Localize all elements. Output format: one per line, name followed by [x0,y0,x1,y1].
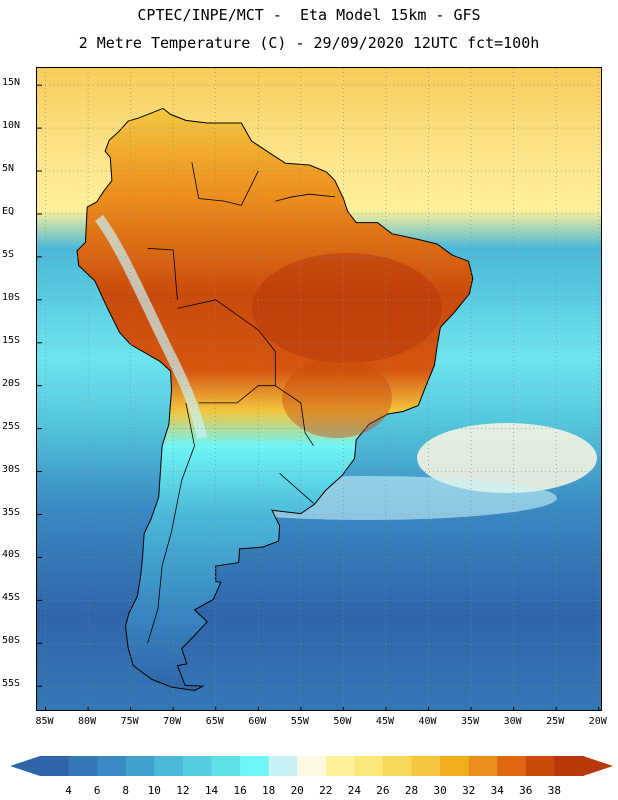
andes-cool-band [95,214,207,439]
colorbar-swatch [97,756,127,776]
colorbar-swatch [125,756,155,776]
lat-tick-label: 15N [2,77,21,89]
lon-tick-label: 60W [248,716,267,727]
colorbar-value-label: 18 [261,784,276,797]
colorbar-swatch [354,756,384,776]
lat-tick-label: 5N [2,163,15,175]
lat-tick-label: EQ [2,205,15,217]
lon-tick-label: 25W [546,716,565,727]
colorbar-swatch [554,756,584,776]
colorbar-value-label: 36 [519,784,533,797]
lat-tick-label: 15S [2,334,21,346]
colorbar-value-label: 12 [176,784,190,797]
colorbar-swatch [497,756,527,776]
lat-tick-label: 45S [2,592,21,604]
lon-tick-label: 65W [205,716,224,727]
border-line [198,385,276,404]
colorbar-value-label: 38 [547,784,562,797]
colorbar-value-label: 10 [147,784,161,797]
colorbar-swatch [240,756,270,776]
lat-tick-label: 30S [2,463,21,475]
colorbar-swatch [182,756,212,776]
colorbar-swatch [411,756,441,776]
temperature-map [36,67,602,711]
colorbar-value-label: 22 [319,784,333,797]
border-line [147,247,178,300]
colorbar-value-label: 30 [433,784,447,797]
colorbar-value-label: 6 [93,784,101,797]
lon-tick-label: 35W [461,716,480,727]
colorbar-min-arrow [10,756,40,776]
colorbar-value-label: 26 [376,784,390,797]
colorbar-value-label: 32 [462,784,476,797]
colorbar-swatch [525,756,555,776]
temperature-colorbar [10,756,613,776]
map-title-line-2: 2 Metre Temperature (C) - 29/09/2020 12U… [78,34,540,52]
lat-tick-label: 40S [2,549,21,561]
colorbar-swatch [297,756,327,776]
colorbar-swatch [325,756,355,776]
colorbar-value-label: 34 [490,784,504,797]
lat-lon-grid [37,68,601,710]
lon-tick-label: 85W [35,716,54,727]
colorbar-swatch [211,756,241,776]
colorbar-value-label: 14 [204,784,219,797]
lon-tick-label: 80W [78,716,97,727]
hot-core-brazil [252,253,442,363]
lat-tick-label: 5S [2,248,15,260]
colorbar-value-label: 28 [404,784,419,797]
border-line [279,473,314,504]
lat-tick-label: 10S [2,291,21,303]
lon-tick-label: 50W [333,716,352,727]
colorbar-value-label: 4 [65,784,72,797]
lon-tick-label: 45W [375,716,394,727]
south-america-landmass [76,107,474,692]
colorbar-value-label: 8 [122,784,129,797]
colorbar-swatch [68,756,98,776]
lat-tick-label: 35S [2,506,21,518]
colorbar-swatch [468,756,498,776]
colorbar-max-arrow [583,756,613,776]
map-title-line-1: CPTEC/INPE/MCT - Eta Model 15km - GFS [137,6,481,24]
border-line [147,402,195,644]
colorbar-value-label: 24 [347,784,362,797]
lon-tick-label: 75W [120,716,139,727]
lon-tick-label: 20W [588,716,607,727]
lon-tick-label: 55W [290,716,309,727]
colorbar-swatch [440,756,470,776]
lat-tick-label: 10N [2,120,21,132]
lon-tick-label: 40W [418,716,437,727]
lon-tick-label: 30W [503,716,522,727]
lon-tick-label: 70W [163,716,182,727]
colorbar-swatch [40,756,70,776]
colorbar-value-label: 16 [233,784,247,797]
colorbar-swatch [268,756,298,776]
colorbar-value-label: 20 [290,784,304,797]
border-line [275,193,335,202]
warm-ocean-patch [417,423,597,493]
lat-tick-label: 55S [2,678,21,690]
lat-tick-label: 25S [2,420,21,432]
colorbar-swatch [382,756,413,776]
border-line [177,299,314,447]
map-canvas [37,68,601,710]
lat-tick-label: 20S [2,377,21,389]
colorbar-swatch [154,756,184,776]
hot-core-south [282,358,392,438]
country-borders [147,162,335,644]
border-line [191,162,259,206]
lat-tick-label: 50S [2,635,21,647]
